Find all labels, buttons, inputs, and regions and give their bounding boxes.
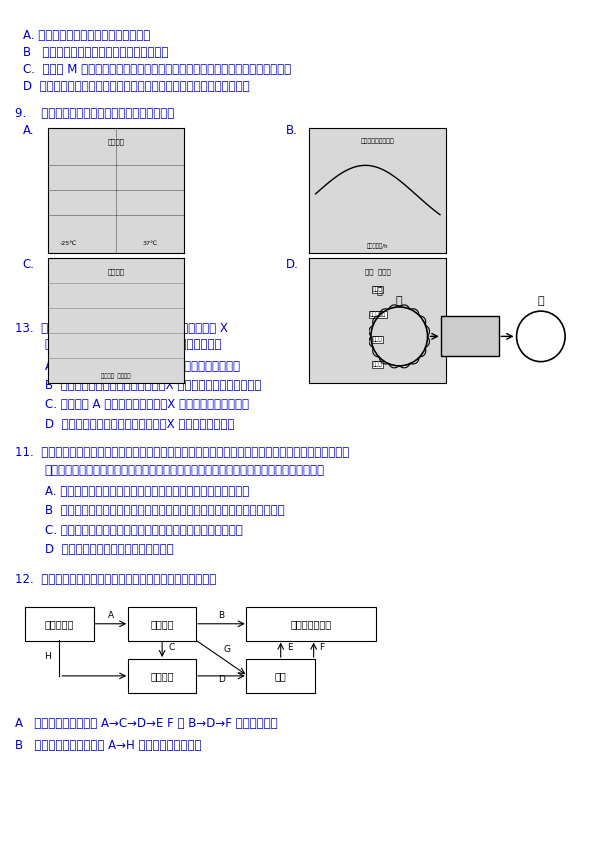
- Text: B   抗利尿激素的合成和分泌符合图中方式乙: B 抗利尿激素的合成和分泌符合图中方式乙: [23, 46, 168, 59]
- Text: C.  关突在 M 处是单向传递，是因为神经递质只能由突触前膜释放作用于突触后膜: C. 关突在 M 处是单向传递，是因为神经递质只能由突触前膜释放作用于突触后膜: [23, 63, 291, 76]
- Text: 甲状腺: 甲状腺: [373, 287, 383, 292]
- Text: 效应器或靶器官: 效应器或靶器官: [290, 619, 331, 629]
- Text: D: D: [218, 674, 225, 684]
- Text: 乙: 乙: [537, 296, 544, 306]
- Text: -25℃: -25℃: [60, 242, 77, 247]
- Text: D  甲是平状腺细胞，乙是肝脏细胞，X 加快乙的新陈代谢: D 甲是平状腺细胞，乙是肝脏细胞，X 加快乙的新陈代谢: [45, 418, 234, 430]
- Text: F: F: [319, 642, 324, 652]
- Text: 检测状器: 检测状器: [108, 138, 124, 145]
- Text: 垂体腺: 垂体腺: [373, 337, 383, 343]
- Text: G: G: [223, 645, 230, 654]
- Text: 的细胞，细胞乙是 X 的靶细胞。下列对应关系正确的是: 的细胞，细胞乙是 X 的靶细胞。下列对应关系正确的是: [45, 338, 221, 351]
- Text: 丘脑  甲状腺: 丘脑 甲状腺: [365, 269, 391, 275]
- Text: 11.  为了确定下丘脑在体温调节中的作用，某实验小组做了如下实验：刺激小白鼠下丘脑前部，发现小白: 11. 为了确定下丘脑在体温调节中的作用，某实验小组做了如下实验：刺激小白鼠下丘…: [15, 446, 349, 459]
- Text: A   血糖的平衡可以通过 A→C→D→E F 和 B→D→F 途径进行调节: A 血糖的平衡可以通过 A→C→D→E F 和 B→D→F 途径进行调节: [15, 717, 277, 730]
- FancyBboxPatch shape: [25, 607, 93, 641]
- Text: 甲: 甲: [376, 285, 382, 295]
- FancyBboxPatch shape: [246, 659, 315, 693]
- Text: E: E: [287, 642, 293, 652]
- Text: 甲: 甲: [396, 296, 403, 306]
- Text: A. 下丘脑前部是产热中枢所在处，下丘脑后部是散热中枢所在地: A. 下丘脑前部是产热中枢所在处，下丘脑后部是散热中枢所在地: [45, 485, 249, 498]
- Text: D  下丘脑和大脑皮层共同调节人体体温: D 下丘脑和大脑皮层共同调节人体体温: [45, 543, 173, 556]
- Text: 9.    下列有关人体调节的图解曲线中，正确的是: 9. 下列有关人体调节的图解曲线中，正确的是: [15, 107, 174, 120]
- Text: B  甲是下丘脑细胞，乙是垂体细胞，X 促进乙分泌促激素释放激素: B 甲是下丘脑细胞，乙是垂体细胞，X 促进乙分泌促激素释放激素: [45, 379, 261, 392]
- Text: 进食后时间/h: 进食后时间/h: [367, 243, 389, 249]
- Text: 37℃: 37℃: [143, 242, 158, 247]
- Text: C. 刺激小鼠下丘脑的前部，还可观察到的是小鼠毛细血管收缩: C. 刺激小鼠下丘脑的前部，还可观察到的是小鼠毛细血管收缩: [45, 524, 242, 536]
- FancyBboxPatch shape: [246, 607, 375, 641]
- Text: D.: D.: [286, 258, 299, 271]
- Text: A. 甲是感受器细胞，乙是肌细胞，X 使乙发生膜电位的变化: A. 甲是感受器细胞，乙是肌细胞，X 使乙发生膜电位的变化: [45, 360, 240, 372]
- Text: B  刺激小鼠的下丘脑不同位置出现的变化说明下丘脑通过神经调节发送信息: B 刺激小鼠的下丘脑不同位置出现的变化说明下丘脑通过神经调节发送信息: [45, 504, 284, 517]
- Text: 垂体腺: 垂体腺: [373, 361, 383, 367]
- Text: C: C: [169, 642, 175, 652]
- Text: 内分泌腺: 内分泌腺: [151, 671, 174, 681]
- Text: 神经系统: 神经系统: [151, 619, 174, 629]
- Text: 内、外刺激: 内、外刺激: [45, 619, 74, 629]
- Text: 12.  如图为人体的生命活动调节示意图，下列说法错误的是：: 12. 如图为人体的生命活动调节示意图，下列说法错误的是：: [15, 573, 216, 585]
- Text: D  方式丙中激素的释放为神经－体液调节的结果，内分泌腺属于效应器: D 方式丙中激素的释放为神经－体液调节的结果，内分泌腺属于效应器: [23, 80, 249, 93]
- Text: 13.  如图表示信号传导的一种方式。细胞甲表示产生信息分子 X: 13. 如图表示信号传导的一种方式。细胞甲表示产生信息分子 X: [15, 322, 228, 334]
- Text: 突触小泡  突触小体: 突触小泡 突触小体: [101, 374, 131, 380]
- Text: B.: B.: [286, 124, 298, 136]
- FancyBboxPatch shape: [128, 659, 196, 693]
- Text: 脑突水树: 脑突水树: [108, 269, 124, 275]
- Text: A. 性激素的合成和分泌符合图中方式甲: A. 性激素的合成和分泌符合图中方式甲: [23, 29, 150, 42]
- Text: B: B: [218, 611, 224, 620]
- Text: A.: A.: [23, 124, 34, 136]
- Text: C.: C.: [23, 258, 35, 271]
- Text: B   处于炎热环境中可通过 A→H 途径使散热大于产热: B 处于炎热环境中可通过 A→H 途径使散热大于产热: [15, 739, 201, 752]
- Text: 甲状腺激素: 甲状腺激素: [369, 312, 386, 317]
- Text: 血液中的胰岛素含量: 血液中的胰岛素含量: [361, 138, 394, 143]
- Text: C. 甲是胰岛 A 细胞，乙是肌细胞，X 促进乙中糖原物后水解: C. 甲是胰岛 A 细胞，乙是肌细胞，X 促进乙中糖原物后水解: [45, 398, 249, 411]
- Text: H: H: [44, 652, 51, 661]
- FancyBboxPatch shape: [128, 607, 196, 641]
- Text: 鼠有出汗现象；刺激小白鼠下丘脑后部；小白鼠出现寒颤现象。据此判断下列叙述正确能是: 鼠有出汗现象；刺激小白鼠下丘脑后部；小白鼠出现寒颤现象。据此判断下列叙述正确能是: [45, 464, 325, 477]
- Text: A: A: [108, 611, 114, 620]
- FancyBboxPatch shape: [441, 317, 499, 356]
- Text: 激素: 激素: [275, 671, 287, 681]
